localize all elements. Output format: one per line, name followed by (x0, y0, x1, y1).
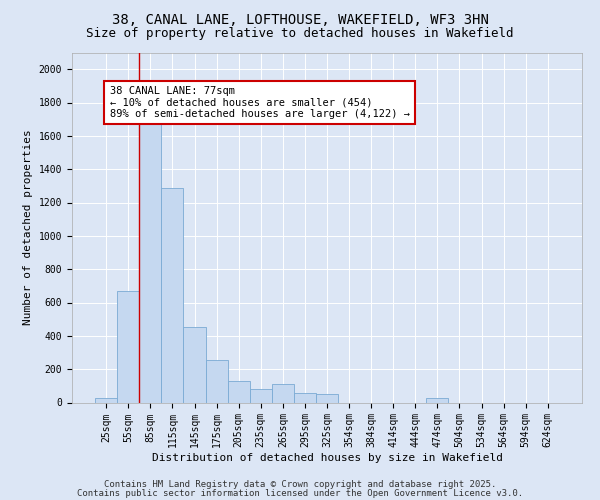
Bar (184, 326, 206, 402)
Text: 38, CANAL LANE, LOFTHOUSE, WAKEFIELD, WF3 3HN: 38, CANAL LANE, LOFTHOUSE, WAKEFIELD, WF… (112, 12, 488, 26)
X-axis label: Distribution of detached houses by size in Wakefield: Distribution of detached houses by size … (151, 453, 503, 463)
Bar (161, 188, 184, 402)
Y-axis label: Number of detached properties: Number of detached properties (23, 130, 33, 326)
Bar (95, 398, 117, 402)
Bar (427, 398, 448, 402)
Bar (316, 394, 338, 402)
Text: Contains public sector information licensed under the Open Government Licence v3: Contains public sector information licen… (77, 489, 523, 498)
Bar (250, 389, 272, 402)
Bar (272, 384, 294, 402)
Bar (294, 392, 316, 402)
Text: Contains HM Land Registry data © Crown copyright and database right 2025.: Contains HM Land Registry data © Crown c… (104, 480, 496, 489)
Bar (227, 381, 250, 402)
Text: Size of property relative to detached houses in Wakefield: Size of property relative to detached ho… (86, 28, 514, 40)
Bar (139, 122, 161, 402)
Bar (206, 360, 227, 403)
Text: 38 CANAL LANE: 77sqm
← 10% of detached houses are smaller (454)
89% of semi-deta: 38 CANAL LANE: 77sqm ← 10% of detached h… (110, 86, 410, 119)
Bar (117, 291, 139, 403)
